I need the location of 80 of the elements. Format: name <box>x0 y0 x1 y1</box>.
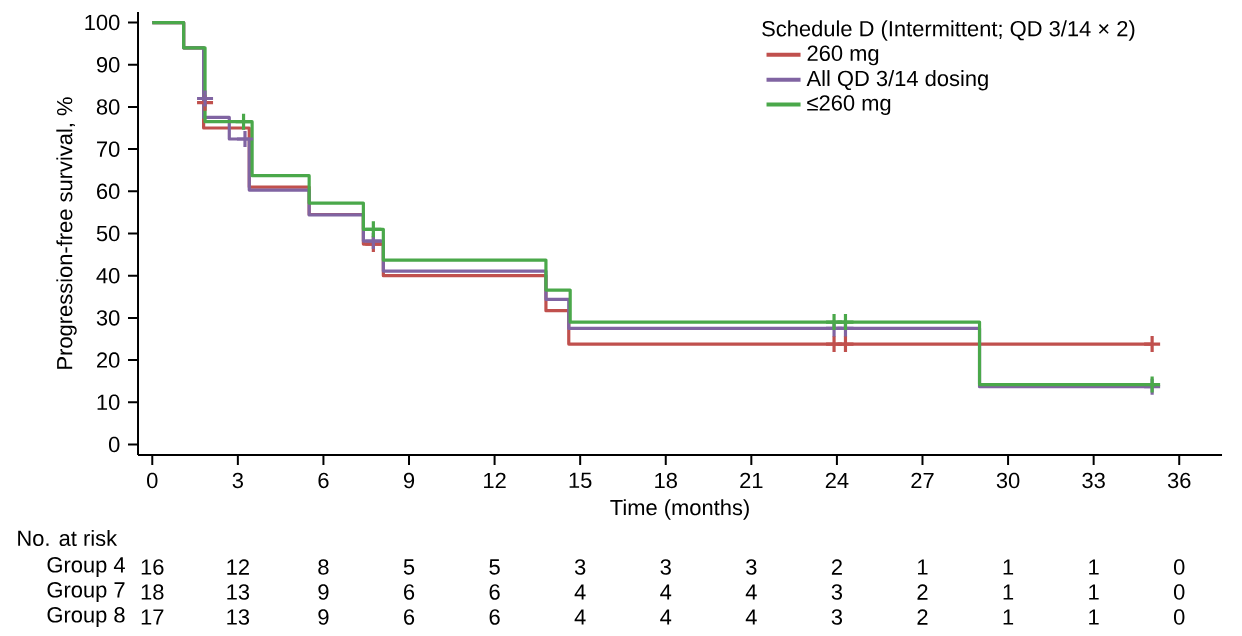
text: Group 8 <box>47 607 125 627</box>
x-tick-label: 3 <box>232 472 243 489</box>
text: 3 <box>831 609 843 625</box>
point <box>1142 334 1162 354</box>
x-tick-label: 6 <box>318 472 329 489</box>
text: 18 <box>141 584 164 600</box>
text: 3 <box>831 584 843 600</box>
y-tick-label: 90 <box>96 57 120 73</box>
point <box>235 129 255 149</box>
x-tick-label: 21 <box>740 472 763 489</box>
text: 17 <box>141 609 164 625</box>
y-tick-label: 80 <box>96 99 120 115</box>
text: 3 <box>660 559 671 575</box>
text: 1 <box>1003 584 1014 600</box>
y-tick-label: 40 <box>96 267 120 284</box>
text: No. at risk <box>18 529 118 547</box>
text: 1 <box>1089 559 1099 575</box>
x-tick-label: 24 <box>825 472 849 489</box>
text: 5 <box>489 559 500 575</box>
text: 4 <box>660 584 672 600</box>
x-tick-label: 0 <box>147 472 158 489</box>
text: 2 <box>831 559 842 575</box>
text: 8 <box>318 559 329 575</box>
x-tick-label: 30 <box>996 472 1020 489</box>
text: 6 <box>404 609 415 625</box>
y-tick-label: 50 <box>96 225 120 242</box>
text: Group 4 <box>47 557 125 577</box>
y-tick-label: 30 <box>96 310 120 326</box>
y-tick-label: 10 <box>97 394 120 411</box>
text: 1 <box>1003 559 1014 575</box>
point <box>195 88 215 109</box>
legend-label: 260 mg <box>807 45 879 66</box>
text: 6 <box>489 584 500 600</box>
point <box>835 334 856 354</box>
x-tick-label: 36 <box>1167 472 1191 489</box>
text: 13 <box>227 584 250 600</box>
text: 4 <box>574 609 586 625</box>
y-tick-label: 60 <box>97 183 120 200</box>
text: 0 <box>1173 559 1185 575</box>
text: 0 <box>1173 584 1185 600</box>
text: 1 <box>1089 609 1099 625</box>
text: Group 7 <box>47 582 125 602</box>
text: 9 <box>318 609 329 625</box>
text: 6 <box>404 584 415 600</box>
text: 4 <box>745 584 757 600</box>
text: 5 <box>403 559 415 575</box>
text: 4 <box>574 584 586 600</box>
point <box>363 219 383 239</box>
x-tick-label: 15 <box>569 472 592 488</box>
text: 12 <box>227 559 249 575</box>
x-axis-title: Time (months) <box>610 499 749 520</box>
legend-label: ≤260 mg <box>807 95 891 116</box>
point <box>835 312 856 332</box>
y-tick-label: 100 <box>85 14 120 31</box>
text: 4 <box>745 609 757 625</box>
text: 0 <box>1173 609 1185 625</box>
y-tick-label: 20 <box>97 352 120 368</box>
text: 16 <box>141 559 164 575</box>
y-tick-label: 70 <box>97 141 120 157</box>
legend-label: All QD 3/14 dosing <box>806 70 988 91</box>
text: 9 <box>318 584 329 600</box>
text: 3 <box>746 559 757 575</box>
text: 3 <box>574 559 586 575</box>
text: 1 <box>1089 584 1099 600</box>
x-tick-label: 9 <box>403 472 415 489</box>
x-tick-label: 18 <box>655 472 677 489</box>
y-tick-label: 0 <box>108 436 120 453</box>
text: 2 <box>917 609 928 625</box>
x-tick-label: 12 <box>484 472 506 489</box>
text: 1 <box>1003 609 1014 625</box>
x-tick-label: 33 <box>1082 472 1105 489</box>
text: 1 <box>918 559 928 575</box>
text: 2 <box>917 584 928 600</box>
text: 4 <box>660 609 672 625</box>
y-axis-title: Progression-free survival, % <box>56 97 77 369</box>
text: 13 <box>227 609 250 625</box>
x-tick-label: 27 <box>911 472 934 489</box>
legend-title: Schedule D (Intermittent; QD 3/14 × 2) <box>762 20 1135 41</box>
text: 6 <box>489 609 500 625</box>
point <box>233 112 254 132</box>
